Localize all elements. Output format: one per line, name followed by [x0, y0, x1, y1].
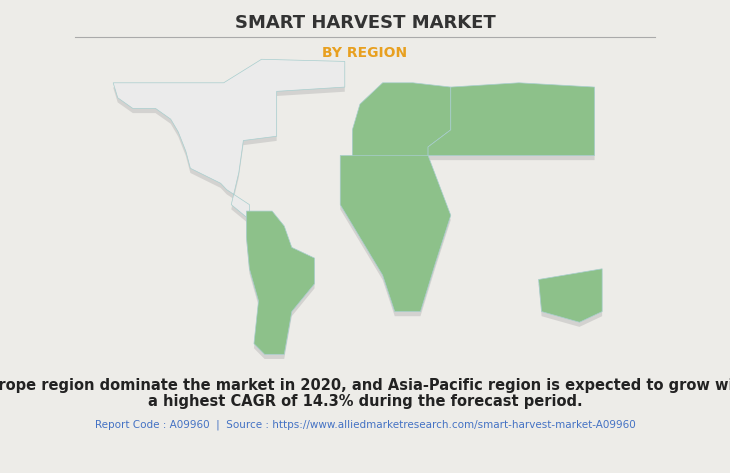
Polygon shape	[113, 64, 345, 224]
Polygon shape	[353, 83, 450, 160]
Text: Report Code : A09960  |  Source : https://www.alliedmarketresearch.com/smart-har: Report Code : A09960 | Source : https://…	[95, 420, 635, 430]
Polygon shape	[428, 88, 594, 160]
Polygon shape	[539, 273, 602, 327]
Text: SMART HARVEST MARKET: SMART HARVEST MARKET	[234, 14, 496, 32]
Polygon shape	[247, 216, 315, 359]
Polygon shape	[340, 160, 450, 316]
Text: a highest CAGR of 14.3% during the forecast period.: a highest CAGR of 14.3% during the forec…	[147, 394, 583, 409]
Polygon shape	[340, 156, 450, 312]
Text: BY REGION: BY REGION	[323, 46, 407, 60]
Text: Europe region dominate the market in 2020, and Asia-Pacific region is expected t: Europe region dominate the market in 202…	[0, 377, 730, 393]
Polygon shape	[113, 59, 345, 219]
Polygon shape	[353, 88, 450, 165]
Polygon shape	[247, 211, 315, 354]
Polygon shape	[428, 83, 594, 156]
Polygon shape	[539, 269, 602, 322]
